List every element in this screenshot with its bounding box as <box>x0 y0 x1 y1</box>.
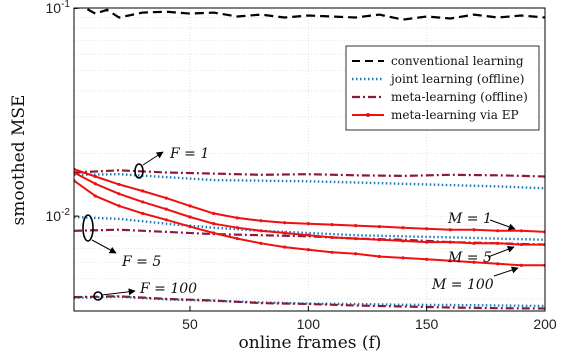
series-8-point-16 <box>448 240 452 244</box>
series-9-point-2 <box>117 204 121 208</box>
arrow-f5 <box>91 239 117 254</box>
arrow-m1 <box>489 219 516 231</box>
legend-label-joint: joint learning (offline) <box>389 72 524 86</box>
series-layer <box>74 8 545 310</box>
series-8-point-9 <box>283 231 287 235</box>
series-9-point-19 <box>519 263 523 267</box>
series-9-point-17 <box>472 260 476 264</box>
series-7-point-2 <box>117 182 121 187</box>
series-8-point-1 <box>93 182 97 186</box>
series-7-point-8 <box>259 219 263 223</box>
x-axis-label: online frames (f) <box>239 333 382 353</box>
series-9-point-8 <box>259 241 263 245</box>
series-9-point-9 <box>283 245 287 249</box>
series-7-point-12 <box>354 224 358 228</box>
legend-swatch-meta-ep-marker <box>366 113 370 117</box>
series-8-point-14 <box>401 239 405 243</box>
series-9-point-14 <box>401 256 405 260</box>
y-tick-label-1: 10-1 <box>46 0 71 16</box>
series-8-point-8 <box>259 229 263 233</box>
ellipse-f1 <box>134 163 144 179</box>
axis-ticks: 50 100 150 200 10-2 10-1 <box>46 0 557 332</box>
series-8-point-15 <box>425 240 429 244</box>
legend-label-meta-offline: meta-learning (offline) <box>391 90 528 104</box>
x-tick-label-0: 50 <box>182 316 198 332</box>
plot-frame <box>73 7 546 312</box>
legend-label-conventional: conventional learning <box>391 54 524 68</box>
series-9-point-3 <box>141 211 145 216</box>
series-9-point-5 <box>188 225 192 229</box>
annotation-f100: F = 100 <box>139 281 197 297</box>
series-7-point-4 <box>164 196 168 200</box>
y-axis-label: smoothed MSE <box>9 95 29 226</box>
series-9-point-15 <box>425 257 429 261</box>
series-9-point-16 <box>448 259 452 263</box>
series-7-point-1 <box>93 174 97 179</box>
series-8-point-17 <box>472 241 476 245</box>
series-line-1 <box>74 172 545 190</box>
series-7-point-7 <box>235 216 239 220</box>
arrow-m100 <box>493 266 519 277</box>
x-tick-label-3: 200 <box>533 316 557 332</box>
ellipse-f100 <box>93 291 103 301</box>
y-tick-label-0: 10-2 <box>46 207 71 224</box>
annotations: F = 1 F = 5 F = 100 M = 1 M = 5 M = 100 <box>82 146 519 301</box>
series-9-point-12 <box>354 252 358 256</box>
series-9-point-7 <box>235 236 239 241</box>
series-9-point-11 <box>330 250 334 254</box>
series-line-6 <box>74 295 545 310</box>
series-8-point-19 <box>519 242 523 247</box>
ellipse-f5 <box>82 214 94 242</box>
series-8-point-18 <box>496 241 500 245</box>
series-line-4 <box>74 228 545 246</box>
annotation-f5: F = 5 <box>121 254 161 270</box>
arrow-f1 <box>142 151 164 166</box>
series-8-point-5 <box>188 215 192 219</box>
series-7-point-15 <box>425 227 429 231</box>
series-9-point-10 <box>306 248 310 252</box>
series-8-point-3 <box>141 200 145 204</box>
series-7-point-13 <box>377 225 381 229</box>
series-9-point-18 <box>496 262 500 266</box>
series-8-point-13 <box>377 238 381 242</box>
series-8-point-11 <box>330 235 334 240</box>
series-9-point-6 <box>212 231 216 235</box>
series-9-point-13 <box>377 254 381 259</box>
series-8-point-2 <box>117 192 121 196</box>
series-line-0 <box>74 8 545 21</box>
annotation-m5: M = 5 <box>447 250 492 266</box>
series-7-point-19 <box>519 229 523 233</box>
arrow-f100 <box>101 288 136 296</box>
legend: conventional learning joint learning (of… <box>345 45 540 131</box>
series-7-point-16 <box>448 228 452 232</box>
series-8-point-4 <box>164 207 168 211</box>
x-tick-label-1: 100 <box>297 316 321 332</box>
series-8-point-10 <box>306 233 310 237</box>
series-7-point-3 <box>141 189 145 193</box>
series-7-point-5 <box>188 204 192 208</box>
annotation-m100: M = 100 <box>431 277 494 293</box>
annotation-m1: M = 1 <box>447 211 492 227</box>
annotation-f1: F = 1 <box>169 146 209 162</box>
series-7-point-17 <box>472 228 476 232</box>
series-7-point-11 <box>330 223 334 227</box>
arrow-m5 <box>487 245 515 258</box>
series-9-point-4 <box>164 218 168 222</box>
x-tick-label-2: 150 <box>415 316 439 332</box>
series-7-point-14 <box>401 226 405 230</box>
series-8-point-7 <box>235 226 239 230</box>
series-7-point-18 <box>496 229 500 233</box>
series-8-point-6 <box>212 222 216 226</box>
series-7-point-9 <box>283 221 287 225</box>
series-7-point-10 <box>306 222 310 226</box>
series-line-2 <box>74 169 545 178</box>
series-8-point-12 <box>354 236 358 241</box>
series-9-point-1 <box>93 194 97 198</box>
legend-label-meta-ep: meta-learning via EP <box>391 108 519 122</box>
series-7-point-6 <box>212 211 216 216</box>
series-line-3 <box>74 215 545 241</box>
